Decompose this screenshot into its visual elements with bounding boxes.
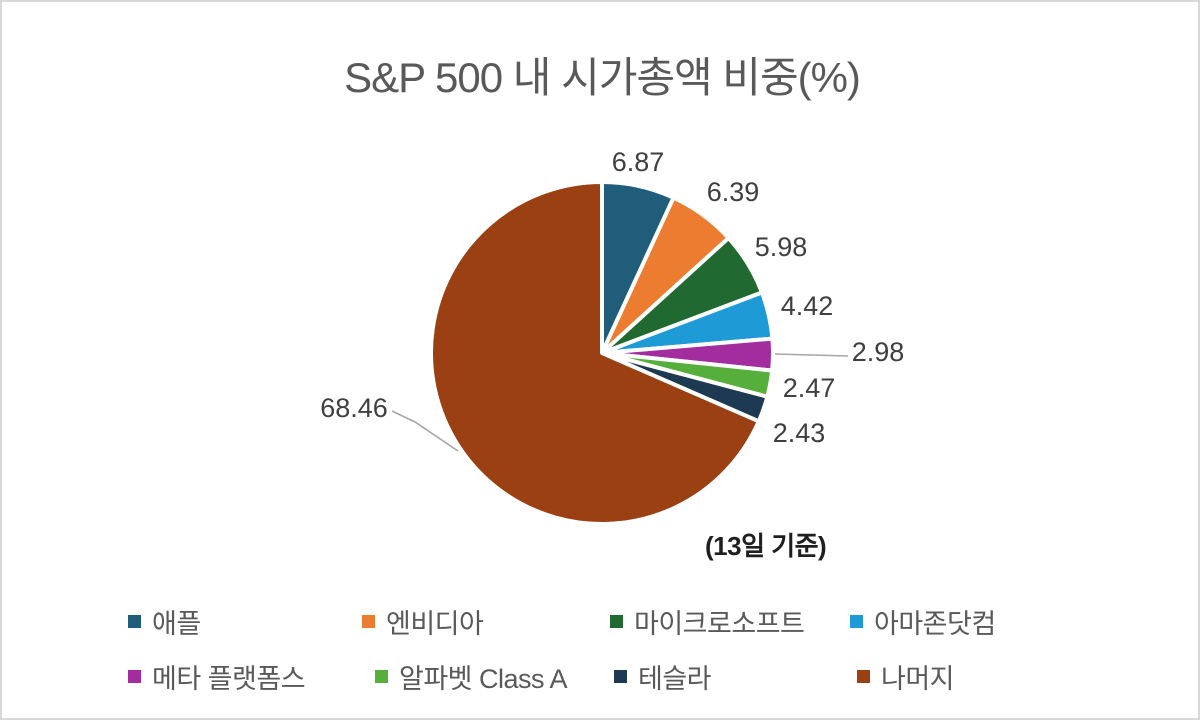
legend-swatch-nvidia (362, 614, 375, 628)
legend-swatch-tesla (614, 669, 627, 683)
legend-item-amazon[interactable]: 아마존닷컴 (850, 606, 996, 639)
pie-slice-7[interactable] (429, 180, 761, 526)
legend-item-alphabet[interactable]: 알파벳 Class A (375, 661, 568, 694)
value-label-7: 68.46 (320, 393, 388, 423)
legend-label-others: 나머지 (881, 663, 955, 694)
value-label-2: 5.98 (755, 232, 808, 262)
chart-title: S&P 500 내 시가총액 비중(%) (344, 54, 861, 101)
legend-label-meta: 메타 플랫폼스 (152, 663, 306, 694)
legend-label-amazon: 아마존닷컴 (874, 608, 996, 639)
legend-label-nvidia: 엔비디아 (386, 608, 484, 639)
value-label-1: 6.39 (707, 177, 760, 207)
legend-swatch-alphabet (375, 669, 388, 683)
leader-line-0 (774, 353, 849, 357)
legend-swatch-amazon (850, 614, 863, 628)
legend-item-nvidia[interactable]: 엔비디아 (362, 606, 484, 639)
legend-item-others[interactable]: 나머지 (857, 661, 955, 694)
legend-item-apple[interactable]: 애플 (128, 606, 201, 639)
value-label-3: 4.42 (781, 291, 834, 321)
value-label-0: 6.87 (612, 147, 665, 177)
value-label-4: 2.98 (852, 337, 905, 367)
legend-label-apple: 애플 (152, 608, 201, 639)
legend-label-tesla: 테슬라 (638, 663, 712, 694)
legend-item-tesla[interactable]: 테슬라 (614, 661, 712, 694)
legend-item-meta[interactable]: 메타 플랫폼스 (128, 661, 306, 694)
legend-label-microsoft: 마이크로소프트 (634, 608, 805, 639)
value-label-6: 2.43 (773, 418, 826, 448)
chart-note: (13일 기준) (705, 531, 827, 561)
legend-swatch-apple (128, 614, 141, 628)
legend-item-microsoft[interactable]: 마이크로소프트 (610, 606, 805, 639)
legend-swatch-meta (128, 669, 141, 683)
leader-line-1 (391, 410, 459, 452)
legend-swatch-microsoft (610, 614, 623, 628)
value-label-5: 2.47 (783, 373, 836, 403)
legend-label-alphabet: 알파벳 Class A (399, 663, 568, 694)
legend-swatch-others (857, 669, 870, 683)
